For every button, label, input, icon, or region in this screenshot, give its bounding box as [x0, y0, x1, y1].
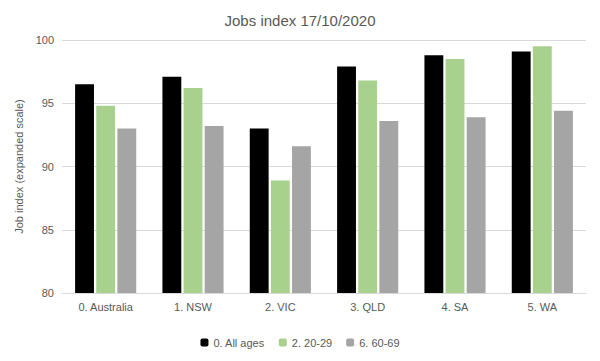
svg-text:0. All ages: 0. All ages	[213, 337, 264, 349]
svg-text:1. NSW: 1. NSW	[174, 301, 213, 313]
svg-text:4. SA: 4. SA	[442, 301, 470, 313]
svg-text:95: 95	[42, 97, 54, 109]
svg-text:5. WA: 5. WA	[528, 301, 558, 313]
svg-text:80: 80	[42, 287, 54, 299]
svg-text:100: 100	[36, 34, 54, 46]
svg-text:85: 85	[42, 224, 54, 236]
svg-text:90: 90	[42, 161, 54, 173]
svg-text:6. 60-69: 6. 60-69	[359, 337, 399, 349]
svg-text:3. QLD: 3. QLD	[350, 301, 385, 313]
svg-text:Jobs index 17/10/2020: Jobs index 17/10/2020	[225, 12, 376, 29]
svg-text:2. VIC: 2. VIC	[265, 301, 296, 313]
svg-text:2. 20-29: 2. 20-29	[292, 337, 332, 349]
svg-text:Job index (expanded scale): Job index (expanded scale)	[13, 99, 25, 234]
svg-text:0. Australia: 0. Australia	[78, 301, 133, 313]
